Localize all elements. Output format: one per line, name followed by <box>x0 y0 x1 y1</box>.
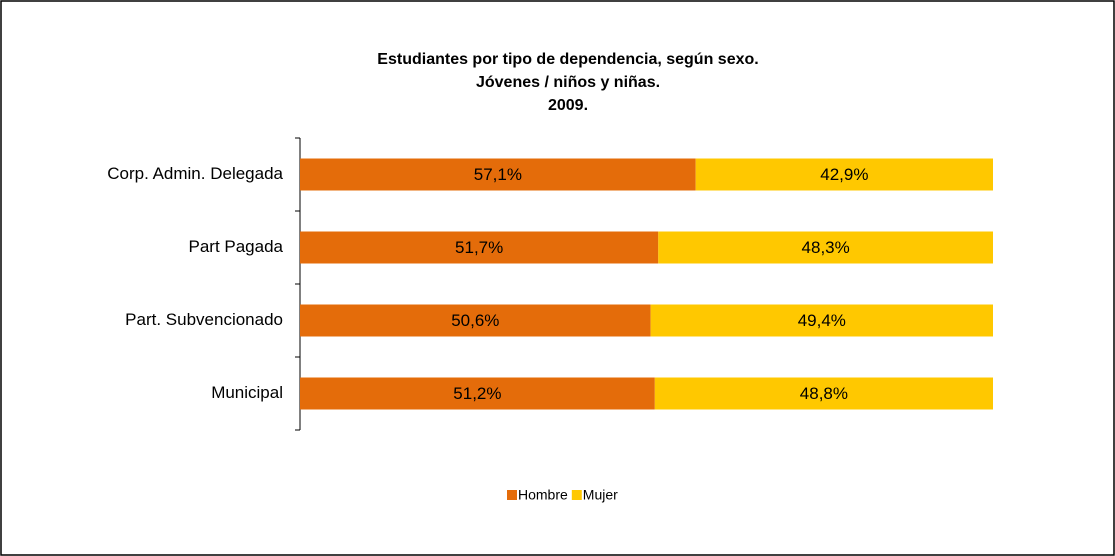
data-label: 48,3% <box>802 238 850 257</box>
data-label: 51,2% <box>453 384 501 403</box>
bar-segment <box>650 304 993 337</box>
y-tick-label: Part. Subvencionado <box>125 310 283 329</box>
legend-swatch <box>507 490 517 500</box>
bar-segment <box>300 158 696 191</box>
y-tick-label: Corp. Admin. Delegada <box>107 164 283 183</box>
data-label: 48,8% <box>800 384 848 403</box>
data-label: 51,7% <box>455 238 503 257</box>
chart-subtitle: 2009. <box>548 97 588 114</box>
y-tick-label: Part Pagada <box>188 237 283 256</box>
data-label: 42,9% <box>820 165 868 184</box>
bar-segment <box>658 231 993 264</box>
legend-label: Hombre <box>518 487 568 503</box>
legend-swatch <box>571 490 582 500</box>
bar-segment <box>695 158 993 191</box>
y-tick-label: Municipal <box>211 383 283 402</box>
bar-segment <box>654 377 993 410</box>
chart-title: Estudiantes por tipo de dependencia, seg… <box>377 51 758 68</box>
data-label: 50,6% <box>451 311 499 330</box>
data-label: 49,4% <box>798 311 846 330</box>
chart-subtitle: Jóvenes / niños y niñas. <box>476 74 660 91</box>
legend-label: Mujer <box>583 487 618 503</box>
bar-segment <box>300 231 659 264</box>
data-label: 57,1% <box>474 165 522 184</box>
bar-segment <box>300 304 651 337</box>
bar-segment <box>300 377 655 410</box>
